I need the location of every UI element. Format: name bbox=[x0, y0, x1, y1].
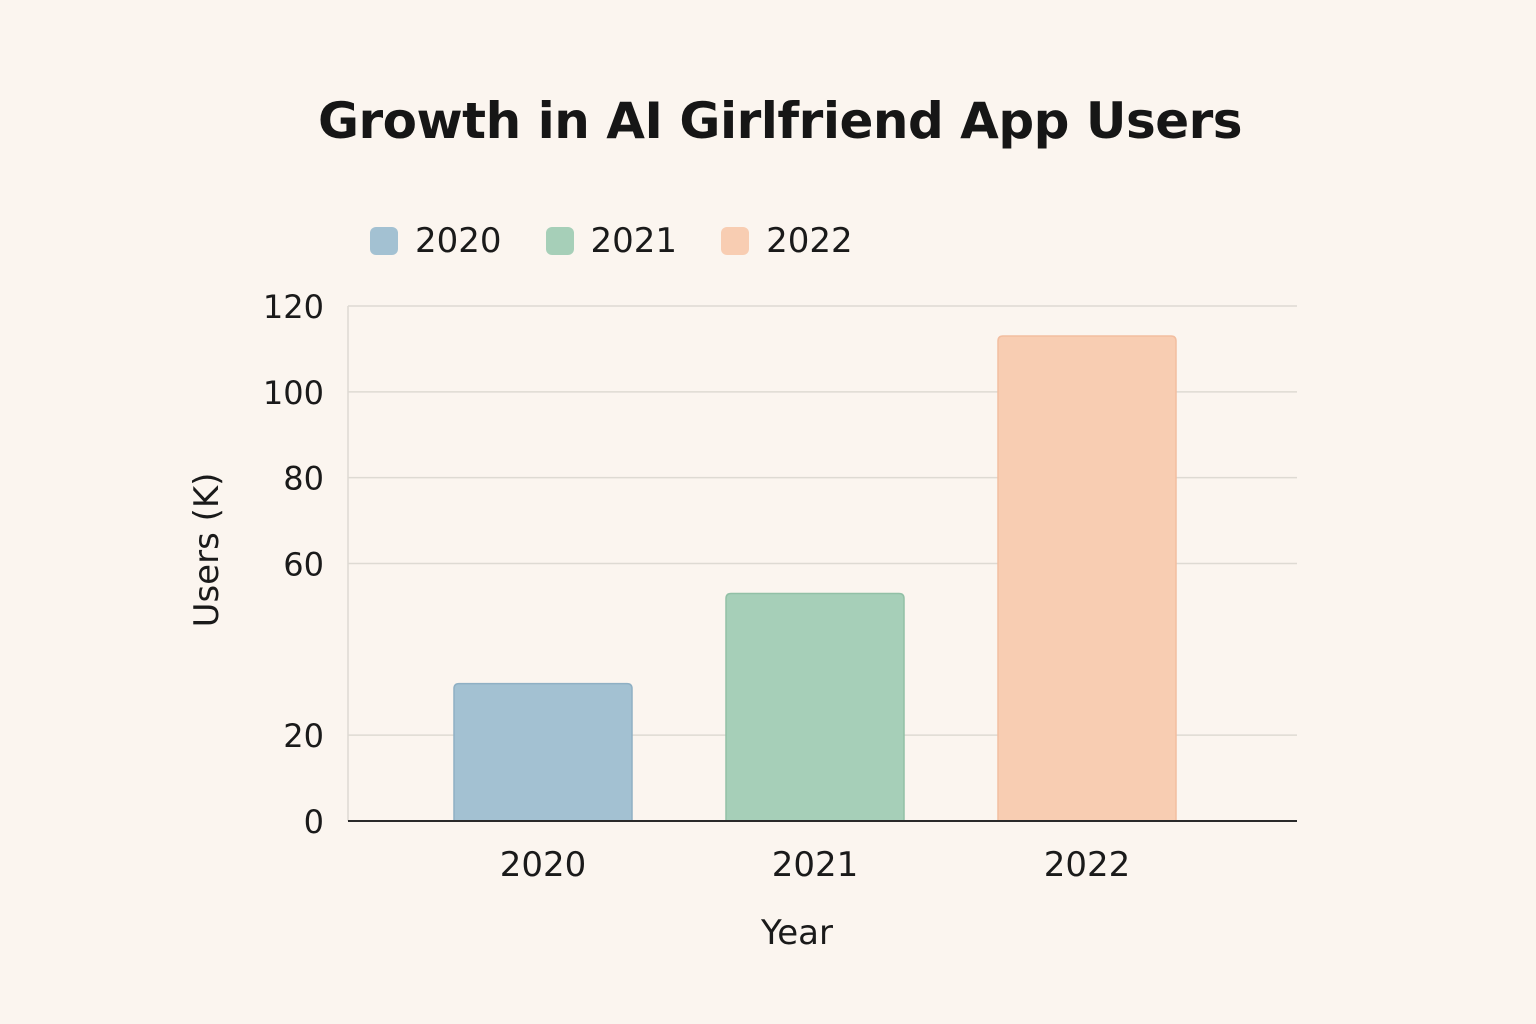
bars bbox=[453, 335, 1177, 822]
axes bbox=[347, 306, 1297, 822]
y-tick-label-80: 80 bbox=[283, 460, 324, 498]
legend-label-2021: 2021 bbox=[590, 221, 678, 261]
chart-title: Growth in AI Girlfriend App Users bbox=[317, 92, 1243, 150]
x-tick-label-2021: 2021 bbox=[772, 845, 859, 885]
legend-item-2021: 2021 bbox=[545, 221, 678, 261]
y-tick-label-60: 60 bbox=[283, 546, 324, 584]
y-tick-label-0: 0 bbox=[304, 803, 324, 841]
y-tick-labels: 0 20 60 80 100 120 bbox=[263, 288, 324, 841]
legend-item-2022: 2022 bbox=[721, 224, 853, 258]
legend-label-2020: 2020 bbox=[415, 221, 502, 261]
x-tick-labels: 2020 2021 2022 bbox=[500, 845, 1131, 885]
bar-2022 bbox=[997, 335, 1177, 822]
y-tick-label-100: 100 bbox=[263, 374, 324, 412]
legend-item-2020: 2020 bbox=[370, 224, 502, 258]
x-tick-label-2022: 2022 bbox=[1044, 845, 1131, 885]
x-tick-label-2020: 2020 bbox=[500, 845, 587, 885]
legend-swatch-2022 bbox=[721, 227, 750, 255]
y-tick-label-20: 20 bbox=[283, 717, 324, 755]
legend-swatch-2020 bbox=[370, 227, 398, 255]
legend-swatch-2021 bbox=[545, 227, 574, 255]
x-axis-title: Year bbox=[760, 913, 833, 953]
legend-label-2022: 2022 bbox=[766, 221, 853, 261]
chart-legend: 2020 2021 2022 bbox=[370, 218, 897, 264]
bar-2020 bbox=[453, 682, 633, 822]
y-tick-label-120: 120 bbox=[263, 288, 324, 326]
y-axis-title: Users (K) bbox=[187, 473, 227, 628]
bar-2021 bbox=[725, 592, 905, 822]
